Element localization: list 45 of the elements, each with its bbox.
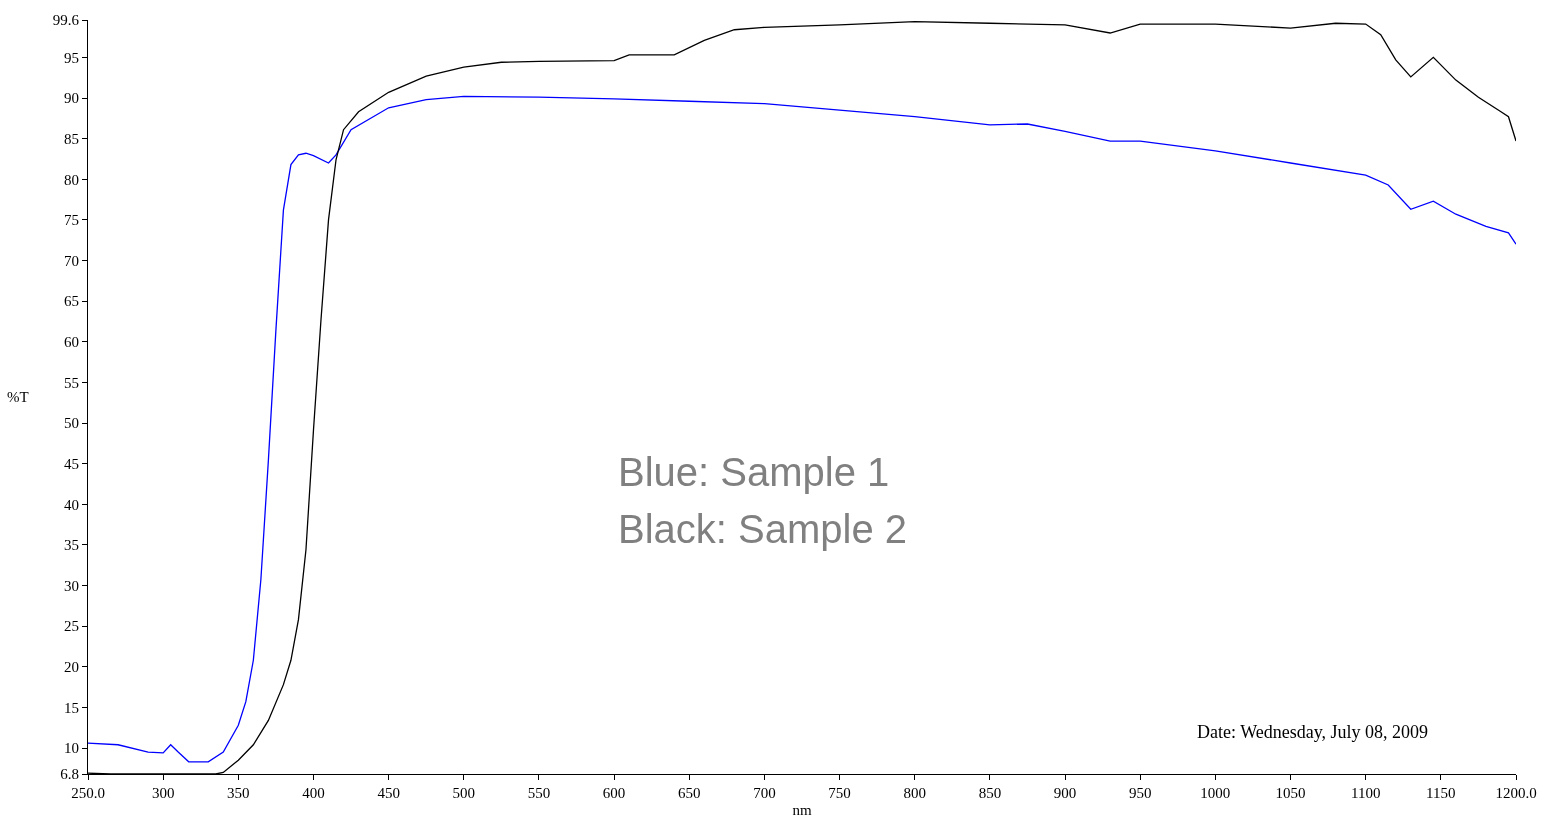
- x-tick-label: 650: [678, 785, 701, 801]
- x-tick-label: 900: [1053, 785, 1077, 801]
- annotation: Blue: Sample 1: [618, 450, 890, 494]
- x-tick-label: 850: [978, 785, 1002, 801]
- y-tick-label: 30: [64, 577, 79, 594]
- x-tick-label: 550: [527, 785, 551, 801]
- x-tick-label: 500: [452, 785, 476, 801]
- y-tick-label: 20: [64, 659, 79, 675]
- annotation: Date: Wednesday, July 08, 2009: [1197, 722, 1429, 742]
- x-tick-label: 700: [753, 785, 776, 801]
- y-tick-label: 70: [64, 252, 79, 269]
- x-tick-label: 750: [828, 785, 851, 801]
- y-tick-label: 95: [64, 49, 79, 66]
- y-tick-label: 99.6: [52, 12, 80, 29]
- x-tick-label: 800: [903, 785, 926, 801]
- x-tick-label: 400: [302, 785, 325, 801]
- y-tick-label: 6.8: [60, 766, 79, 783]
- x-tick-label: 1000: [1200, 785, 1231, 801]
- y-tick-label: 75: [64, 212, 79, 229]
- y-axis-title: %T: [7, 389, 29, 405]
- x-tick-label: 1100: [1350, 785, 1381, 801]
- y-tick-label: 10: [64, 740, 79, 757]
- y-tick-label: 25: [64, 618, 79, 635]
- y-tick-label: 85: [64, 130, 79, 147]
- y-tick-label: 90: [64, 90, 79, 107]
- annotation: Black: Sample 2: [618, 507, 908, 551]
- y-tick-label: 35: [64, 537, 79, 554]
- y-tick-label: 15: [64, 699, 79, 716]
- x-tick-label: 950: [1128, 785, 1152, 801]
- y-tick-label: 65: [64, 293, 79, 310]
- x-tick-label: 450: [377, 785, 400, 801]
- x-tick-label: 250.0: [71, 785, 105, 801]
- x-tick-label: 1150: [1426, 785, 1456, 801]
- y-tick-label: 80: [64, 171, 79, 188]
- y-tick-label: 55: [64, 374, 79, 391]
- x-tick-label: 1050: [1275, 785, 1306, 801]
- x-tick-label: 600: [602, 785, 626, 801]
- y-tick-label: 40: [64, 496, 79, 513]
- y-tick-label: 60: [64, 334, 79, 350]
- x-tick-label: 350: [227, 785, 250, 801]
- x-axis-title: nm: [792, 802, 812, 818]
- x-tick-label: 1200.0: [1495, 785, 1537, 801]
- y-tick-label: 45: [64, 455, 79, 472]
- y-tick-label: 50: [64, 415, 79, 432]
- x-tick-label: 300: [151, 785, 175, 801]
